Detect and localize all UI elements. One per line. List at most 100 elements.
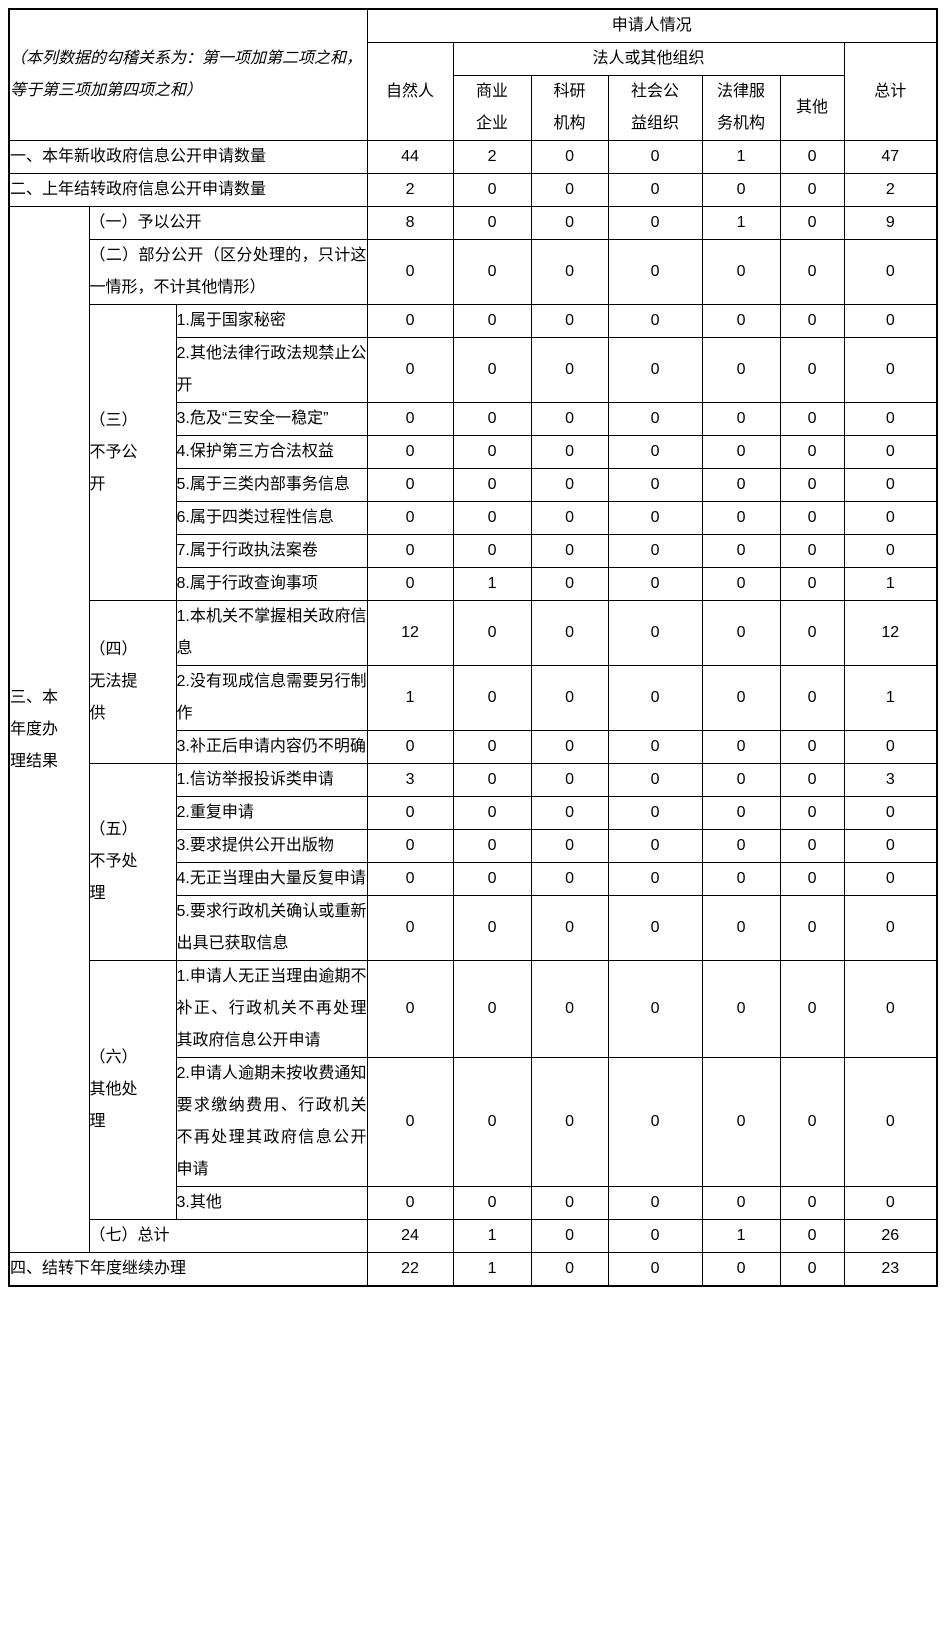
row-no-info-held: （四） 无法提 供 1.本机关不掌握相关政府信息 12 0 0 0 0 0 12 (9, 600, 938, 764)
row-label: 1.信访举报投诉类申请 (175, 763, 368, 797)
value-cell: 0 (607, 895, 703, 961)
value-cell: 0 (843, 895, 938, 961)
value-cell: 0 (701, 730, 781, 764)
table-row: （本列数据的勾稽关系为：第一项加第二项之和，等于第三项加第四项之和） 申请人情况 (8, 8, 938, 141)
row-section-total: （七）总计 24 1 0 0 1 0 26 (9, 1219, 938, 1253)
value-cell: 0 (779, 534, 845, 568)
value-cell: 0 (452, 600, 532, 666)
value-cell: 0 (779, 862, 845, 896)
value-cell: 24 (366, 1219, 454, 1253)
value-cell: 0 (779, 796, 845, 830)
row-label: 4.无正当理由大量反复申请 (175, 862, 368, 896)
value-cell: 0 (779, 206, 845, 240)
value-cell: 0 (843, 534, 938, 568)
value-cell: 3 (366, 763, 454, 797)
value-cell: 0 (452, 862, 532, 896)
value-cell: 0 (607, 468, 703, 502)
value-cell: 0 (843, 304, 938, 338)
value-cell: 0 (843, 862, 938, 896)
value-cell: 0 (452, 730, 532, 764)
value-cell: 0 (530, 140, 609, 174)
value-cell: 0 (779, 665, 845, 731)
value-cell: 0 (530, 763, 609, 797)
row-label: 2.重复申请 (175, 796, 368, 830)
row-label: （二）部分公开（区分处理的，只计这一情形，不计其他情形） (88, 239, 368, 305)
value-cell: 0 (701, 435, 781, 469)
value-cell: 0 (530, 665, 609, 731)
value-cell: 0 (366, 1186, 454, 1220)
value-cell: 0 (779, 173, 845, 207)
row-label: 8.属于行政查询事项 (175, 567, 368, 601)
row-internal-affairs: 5.属于三类内部事务信息 0 0 0 0 0 0 0 (9, 468, 938, 502)
value-cell: 0 (366, 1057, 454, 1187)
value-cell: 0 (701, 304, 781, 338)
value-cell: 0 (779, 1219, 845, 1253)
row-no-ready-info: 2.没有现成信息需要另行制作 1 0 0 0 0 0 1 (9, 665, 938, 731)
value-cell: 0 (366, 337, 454, 403)
value-cell: 1 (452, 1252, 532, 1287)
value-cell: 0 (530, 402, 609, 436)
row-public-publication: 3.要求提供公开出版物 0 0 0 0 0 0 0 (9, 829, 938, 863)
value-cell: 0 (607, 1252, 703, 1287)
row-label: 4.保护第三方合法权益 (175, 435, 368, 469)
row-label: 1.本机关不掌握相关政府信息 (175, 600, 368, 666)
reconciliation-note: （本列数据的勾稽关系为：第一项加第二项之和，等于第三项加第四项之和） (8, 8, 368, 141)
value-cell: 0 (607, 862, 703, 896)
value-cell: 0 (701, 1186, 781, 1220)
disclosure-request-table: （本列数据的勾稽关系为：第一项加第二项之和，等于第三项加第四项之和） 申请人情况… (8, 8, 939, 1287)
value-cell: 0 (530, 501, 609, 535)
value-cell: 0 (452, 402, 532, 436)
value-cell: 0 (779, 435, 845, 469)
value-cell: 0 (779, 829, 845, 863)
value-cell: 1 (452, 1219, 532, 1253)
value-cell: 0 (701, 173, 781, 207)
value-cell: 0 (366, 402, 454, 436)
row-overdue-no-correction: （六） 其他处 理 1.申请人无正当理由逾期不补正、行政机关不再处理其政府信息公… (9, 960, 938, 1220)
report-page: （本列数据的勾稽关系为：第一项加第二项之和，等于第三项加第四项之和） 申请人情况… (8, 8, 939, 1287)
value-cell: 0 (530, 534, 609, 568)
value-cell: 0 (779, 895, 845, 961)
value-cell: 0 (607, 206, 703, 240)
value-cell: 0 (779, 337, 845, 403)
value-cell: 2 (452, 140, 532, 174)
value-cell: 2 (366, 173, 454, 207)
row-label: 7.属于行政执法案卷 (175, 534, 368, 568)
value-cell: 0 (530, 468, 609, 502)
value-cell: 0 (701, 239, 781, 305)
value-cell: 0 (701, 763, 781, 797)
row-still-unclear: 3.补正后申请内容仍不明确 0 0 0 0 0 0 0 (9, 730, 938, 764)
value-cell: 0 (779, 1186, 845, 1220)
row-confirm-reissue: 5.要求行政机关确认或重新出具已获取信息 0 0 0 0 0 0 0 (9, 895, 938, 961)
value-cell: 2 (843, 173, 938, 207)
value-cell: 0 (530, 730, 609, 764)
col-header-public-welfare: 社会公 益组织 (607, 75, 703, 141)
row-label: （七）总计 (88, 1219, 368, 1253)
row-label: 6.属于四类过程性信息 (175, 501, 368, 535)
row-label: 一、本年新收政府信息公开申请数量 (8, 140, 368, 174)
value-cell: 0 (366, 468, 454, 502)
row-label: 1.申请人无正当理由逾期不补正、行政机关不再处理其政府信息公开申请 (175, 960, 368, 1058)
row-label: 2.申请人逾期未按收费通知要求缴纳费用、行政机关不再处理其政府信息公开申请 (175, 1057, 368, 1187)
value-cell: 0 (452, 304, 532, 338)
row-carryover-requests: 二、上年结转政府信息公开申请数量 2 0 0 0 0 0 2 (8, 173, 938, 207)
value-cell: 0 (843, 1186, 938, 1220)
row-endanger-safety: 3.危及“三安全一稳定” 0 0 0 0 0 0 0 (9, 402, 938, 436)
table-row: 自然人 法人或其他组织 总计 (9, 42, 938, 141)
row-label: 3.危及“三安全一稳定” (175, 402, 368, 436)
value-cell: 0 (452, 960, 532, 1058)
value-cell: 0 (701, 468, 781, 502)
value-cell: 0 (607, 435, 703, 469)
value-cell: 0 (607, 796, 703, 830)
col-header-business: 商业 企业 (452, 75, 532, 141)
value-cell: 0 (530, 1219, 609, 1253)
value-cell: 0 (701, 1252, 781, 1287)
value-cell: 0 (607, 1219, 703, 1253)
value-cell: 0 (607, 600, 703, 666)
col-header-total: 总计 (843, 42, 938, 141)
value-cell: 0 (452, 468, 532, 502)
value-cell: 0 (452, 206, 532, 240)
row-label: 二、上年结转政府信息公开申请数量 (8, 173, 368, 207)
value-cell: 12 (366, 600, 454, 666)
value-cell: 0 (530, 567, 609, 601)
col-header-natural-person: 自然人 (366, 42, 454, 141)
